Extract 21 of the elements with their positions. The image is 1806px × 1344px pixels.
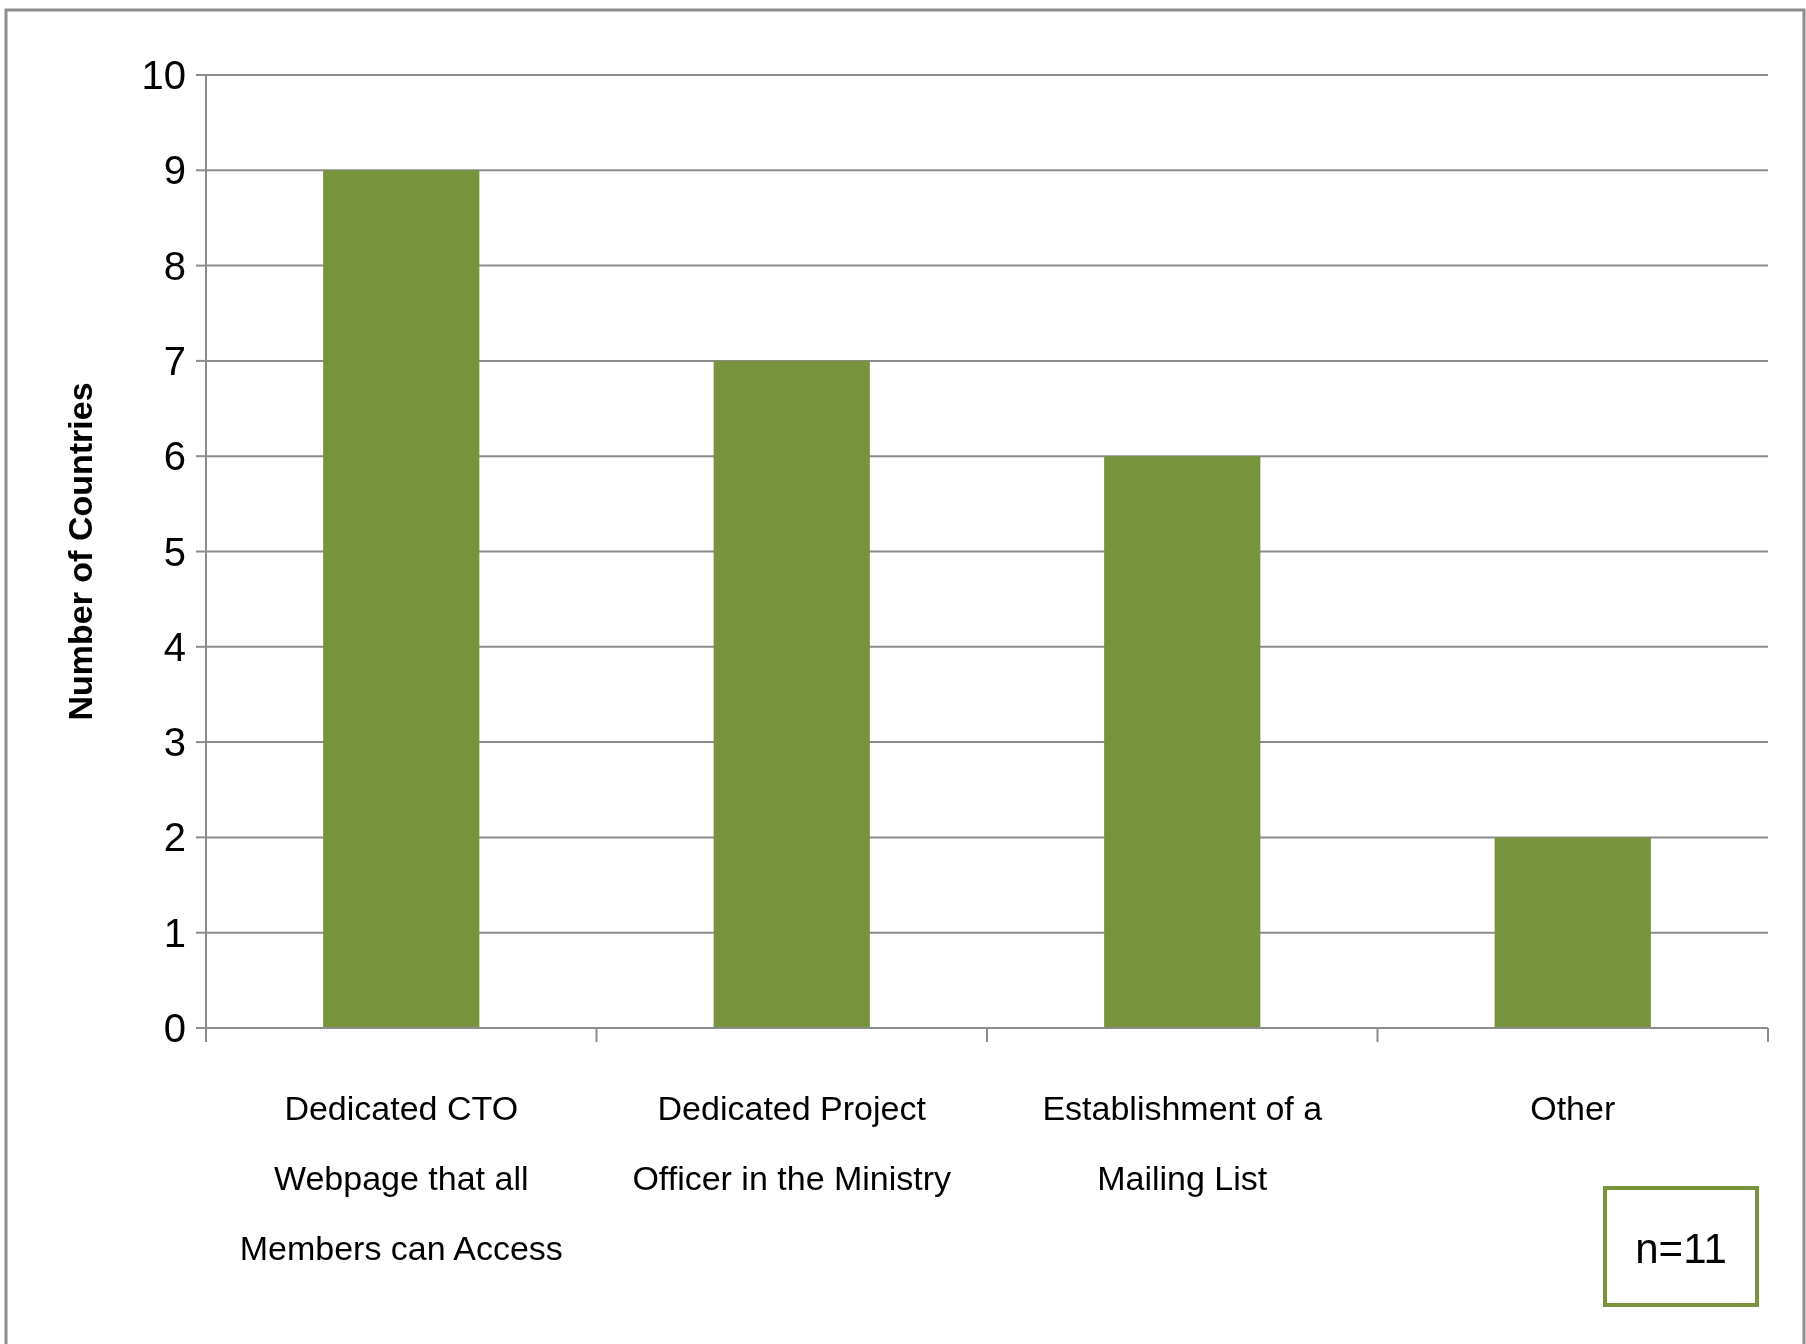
y-tick-label: 0 [163,1006,186,1050]
bar [1104,456,1261,1028]
y-tick-label: 7 [163,338,186,383]
y-axis-title: Number of Countries [61,382,99,721]
bar [713,360,870,1028]
text: n=11 [1635,1224,1727,1272]
y-tick-label: 9 [163,148,186,193]
x-tick-label: Dedicated Project Officer in the Ministry [632,1089,952,1197]
x-tick-label: Other [1530,1089,1616,1127]
y-tick-label: 4 [163,624,186,669]
y-tick-label: 5 [163,529,186,574]
y-tick-label: 1 [163,910,186,955]
x-tick-label: Dedicated CTO Webpage that all Members can Access [239,1089,563,1267]
bar [1494,837,1651,1028]
bar [323,170,480,1028]
y-tick-label: 3 [163,720,186,765]
y-tick-label: 6 [163,434,186,479]
y-tick-label: 8 [163,243,186,288]
x-tick-label: Establishment of a Mailing List [1042,1089,1323,1197]
y-tick-label: 10 [141,53,186,97]
y-tick-label: 2 [163,815,186,860]
